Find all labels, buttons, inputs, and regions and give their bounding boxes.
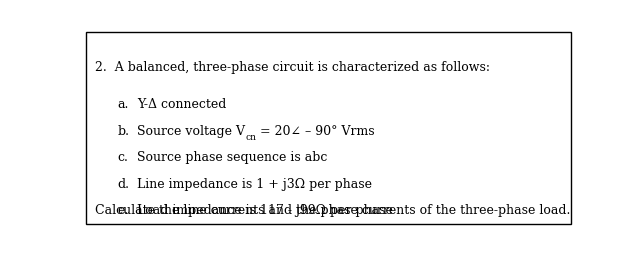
Text: Source phase sequence is abc: Source phase sequence is abc (137, 151, 328, 164)
Text: = 20∠ – 90° Vrms: = 20∠ – 90° Vrms (256, 124, 375, 137)
Text: c.: c. (117, 151, 128, 164)
Text: Load impedance is 117 - j99Ω per phase: Load impedance is 117 - j99Ω per phase (137, 203, 393, 216)
Text: e.: e. (117, 203, 129, 216)
Text: Calculate the line currents and the phase currents of the three-phase load.: Calculate the line currents and the phas… (95, 203, 570, 216)
Text: 2.  A balanced, three-phase circuit is characterized as follows:: 2. A balanced, three-phase circuit is ch… (95, 61, 490, 74)
Text: Y-Δ connected: Y-Δ connected (137, 98, 227, 111)
Text: a.: a. (117, 98, 129, 111)
Text: b.: b. (117, 124, 129, 137)
Text: d.: d. (117, 177, 129, 190)
Text: Source voltage V: Source voltage V (137, 124, 246, 137)
Text: Line impedance is 1 + j3Ω per phase: Line impedance is 1 + j3Ω per phase (137, 177, 372, 190)
Text: cn: cn (246, 132, 256, 141)
Text: cn: cn (246, 132, 256, 141)
